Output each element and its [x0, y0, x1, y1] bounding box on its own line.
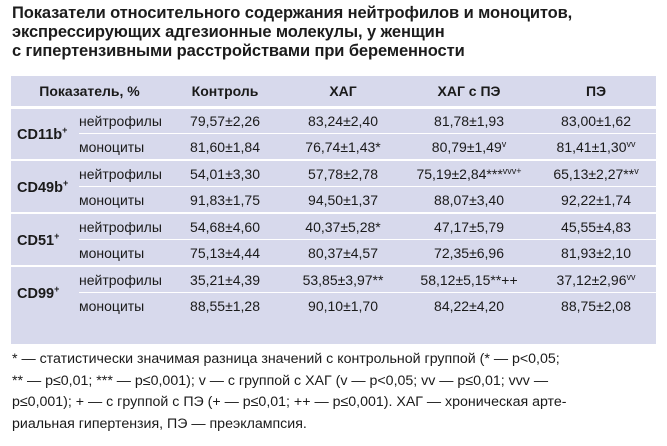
value-cell: 83,00±1,62: [536, 107, 657, 134]
table-row: моноциты 75,13±4,44 80,37±4,57 72,35±6,96 81…: [11, 239, 657, 267]
header-hag-pe: ХАГ с ПЭ: [402, 76, 537, 109]
value-cell: 84,22±4,20: [434, 298, 504, 314]
value-cell: 45,55±4,83: [536, 213, 657, 240]
value-cell: 40,37±5,28*: [284, 213, 403, 240]
value-cell: 94,50±1,37: [284, 186, 403, 214]
cell-type-label: моноциты: [79, 239, 167, 267]
value-cell: 80,79±1,49v: [402, 133, 537, 161]
value-cell: 54,68±4,60: [166, 213, 285, 240]
table-row: CD11b+ нейтрофилы 79,57±2,26 83,24±2,40 81,7…: [11, 107, 657, 161]
header-hag: ХАГ: [284, 76, 403, 109]
cell-type-label: моноциты: [79, 298, 145, 314]
table-row: CD99+ нейтрофилы 35,21±4,39 53,85±3,97** 58,…: [11, 266, 657, 302]
footnote-line: ** — p≤0,01; *** — p≤0,001); v — с групп…: [12, 372, 549, 389]
group-name: CD11b+: [11, 107, 79, 161]
cell-type-label: нейтрофилы: [79, 107, 167, 134]
header-control: Контроль: [166, 76, 285, 109]
value-cell: 83,24±2,40: [284, 107, 403, 134]
cell-type-label: нейтрофилы: [79, 160, 167, 187]
title-line: экспрессирующих адгезионные молекулы, у …: [12, 23, 445, 41]
value-cell: 80,37±4,57: [284, 239, 403, 267]
value-cell: 81,93±2,10: [536, 239, 657, 267]
table-row: CD51+ нейтрофилы 54,68±4,60 40,37±5,28* 47,1…: [11, 213, 657, 267]
cell-type-label: нейтрофилы: [79, 213, 167, 240]
header-indicator: Показатель, %: [11, 76, 167, 109]
value-cell: 47,17±5,79: [402, 213, 537, 240]
footnote-line: риальная гипертензия, ПЭ — преэклампсия.: [12, 415, 307, 432]
table-row: моноциты 81,60±1,84 76,74±1,43* 80,79±1,49v…: [11, 133, 657, 161]
header-pe: ПЭ: [536, 76, 657, 109]
table-row: моноциты 88,55±1,28 90,10±1,70 84,22±4,20 88…: [11, 293, 656, 320]
table-row: моноциты 91,83±1,75 94,50±1,37 88,07±3,40 92…: [11, 186, 657, 214]
table-title: Показатели относительного содержания ней…: [12, 4, 662, 61]
value-cell: 92,22±1,74: [536, 186, 657, 214]
value-cell: 81,78±1,93: [402, 107, 537, 134]
table-header-row: Показатель, % Контроль ХАГ ХАГ с ПЭ ПЭ: [11, 76, 657, 109]
value-cell: 75,13±4,44: [166, 239, 285, 267]
footnote-line: * — статистически значимая разница значе…: [12, 351, 560, 367]
value-cell: 35,21±4,39: [166, 266, 285, 293]
value-cell: 57,78±2,78: [284, 160, 403, 187]
value-cell: 76,74±1,43*: [284, 133, 403, 161]
value-cell: 79,57±2,26: [166, 107, 285, 134]
value-cell: 88,07±3,40: [402, 186, 537, 214]
value-cell: 37,12±2,96vv: [536, 266, 657, 293]
value-cell: 88,55±1,28: [190, 298, 260, 314]
cell-type-label: моноциты: [79, 133, 167, 161]
group-name: CD49b+: [11, 160, 79, 214]
value-cell: 58,12±5,15**++: [402, 266, 537, 293]
value-cell: 81,60±1,84: [166, 133, 285, 161]
table-row: CD49b+ нейтрофилы 54,01±3,30 57,78±2,78 75,1…: [11, 160, 657, 214]
value-cell: 54,01±3,30: [166, 160, 285, 187]
value-cell: 72,35±6,96: [402, 239, 537, 267]
cell-type-label: моноциты: [79, 186, 167, 214]
value-cell: 91,83±1,75: [166, 186, 285, 214]
group-name: CD99+: [17, 284, 60, 302]
title-line: Показатели относительного содержания ней…: [12, 4, 573, 22]
group-name: CD51+: [11, 213, 79, 267]
value-cell: 90,10±1,70: [308, 298, 378, 314]
footnote: * — статистически значимая разница значе…: [12, 349, 660, 435]
value-cell: 81,41±1,30vv: [536, 133, 657, 161]
title-line: с гипертензивными расстройствами при бер…: [12, 42, 465, 60]
data-table: Показатель, % Контроль ХАГ ХАГ с ПЭ ПЭ C…: [11, 76, 657, 344]
cell-type-label: нейтрофилы: [79, 266, 167, 293]
footnote-line: p≤0,001); + — с группой с ПЭ (+ — p≤0,01…: [12, 394, 567, 410]
value-cell: 88,75±2,08: [561, 298, 631, 314]
value-cell: 75,19±2,84***vvv+: [402, 160, 537, 187]
value-cell: 65,13±2,27**v: [536, 160, 657, 187]
value-cell: 53,85±3,97**: [284, 266, 403, 293]
